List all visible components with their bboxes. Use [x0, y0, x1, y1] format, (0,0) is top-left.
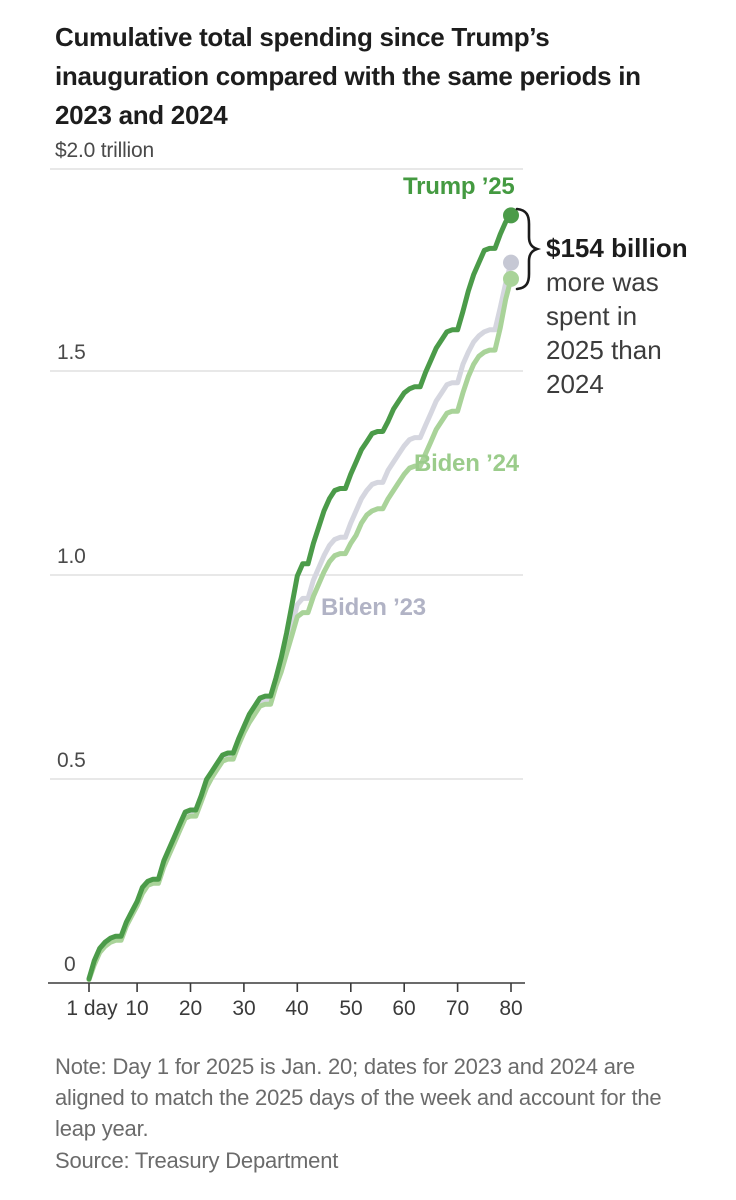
difference-annotation: $154 billion more was spent in 2025 than…: [546, 231, 688, 401]
chart-footer: Note: Day 1 for 2025 is Jan. 20; dates f…: [55, 1051, 700, 1176]
line-biden-23: [86, 260, 514, 981]
x-tick-50: 50: [339, 997, 363, 1020]
x-tick-day-1: 1 day: [66, 997, 118, 1020]
x-tick-10: 10: [125, 997, 149, 1020]
y-tick-1-5: 1.5: [57, 341, 86, 364]
chart-source: Source: Treasury Department: [55, 1148, 339, 1173]
end-dot-trump-25: [503, 207, 519, 224]
end-dot-biden-23: [503, 254, 519, 271]
end-dot-biden-24: [503, 270, 519, 287]
x-tick-40: 40: [285, 997, 309, 1020]
series-label-trump-25: Trump ’25: [403, 173, 515, 200]
difference-value: $154 billion: [546, 233, 688, 263]
y-tick-2-0-trillion: $2.0 trillion: [55, 139, 154, 162]
y-tick-1-0: 1.0: [57, 545, 86, 568]
line-trump-25: [86, 212, 514, 982]
brace-annotation: [515, 207, 542, 291]
difference-text: more was spent in 2025 than 2024: [546, 267, 662, 399]
gridlines: [50, 168, 523, 780]
chart-title: Cumulative total spending since Trump’s …: [55, 22, 641, 130]
x-axis: [48, 982, 525, 992]
x-tick-80: 80: [499, 997, 523, 1020]
x-tick-60: 60: [392, 997, 416, 1020]
series-label-biden-23: Biden ’23: [321, 594, 426, 621]
x-tick-20: 20: [178, 997, 203, 1020]
data-series-layer: [86, 207, 519, 983]
y-tick-0-5: 0.5: [57, 749, 86, 772]
y-tick-0: 0: [64, 953, 76, 976]
x-tick-70: 70: [445, 997, 470, 1020]
chart-note: Note: Day 1 for 2025 is Jan. 20; dates f…: [55, 1054, 662, 1141]
series-label-biden-24: Biden ’24: [414, 450, 519, 477]
x-tick-30: 30: [232, 997, 256, 1020]
